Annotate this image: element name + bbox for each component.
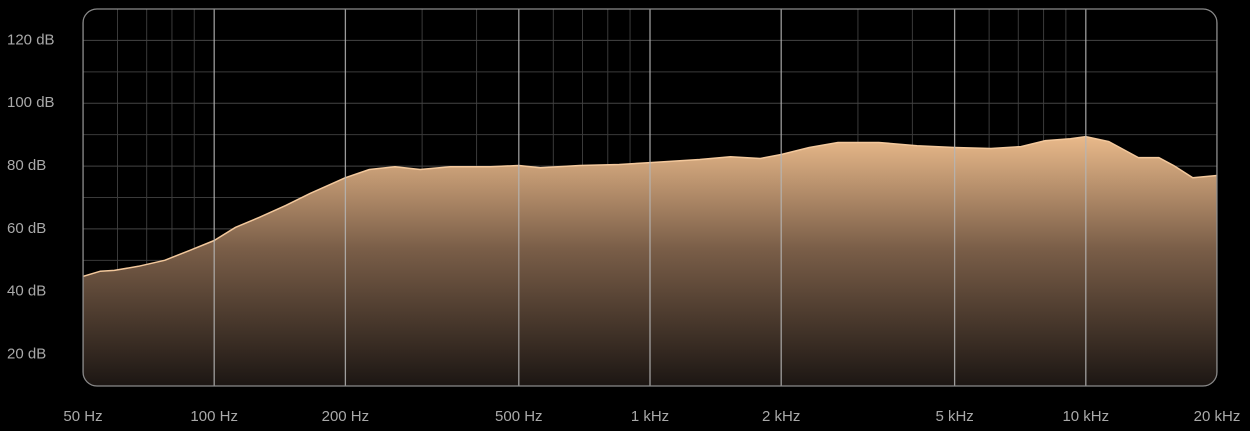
y-tick-label: 100 dB — [7, 94, 55, 111]
x-tick-label: 2 kHz — [762, 408, 800, 425]
x-tick-label: 20 kHz — [1194, 408, 1241, 425]
x-tick-label: 100 Hz — [190, 408, 238, 425]
x-tick-label: 10 kHz — [1062, 408, 1109, 425]
plot-area — [83, 9, 1217, 386]
x-tick-label: 500 Hz — [495, 408, 543, 425]
x-tick-label: 200 Hz — [322, 408, 370, 425]
y-tick-label: 120 dB — [7, 31, 55, 48]
y-tick-label: 40 dB — [7, 283, 46, 300]
x-tick-label: 50 Hz — [63, 408, 102, 425]
x-tick-label: 1 kHz — [631, 408, 669, 425]
plot-frame — [82, 8, 1218, 387]
x-tick-label: 5 kHz — [935, 408, 973, 425]
y-tick-label: 60 dB — [7, 220, 46, 237]
y-tick-label: 80 dB — [7, 157, 46, 174]
area-line — [83, 135, 1217, 278]
y-tick-label: 20 dB — [7, 346, 46, 363]
